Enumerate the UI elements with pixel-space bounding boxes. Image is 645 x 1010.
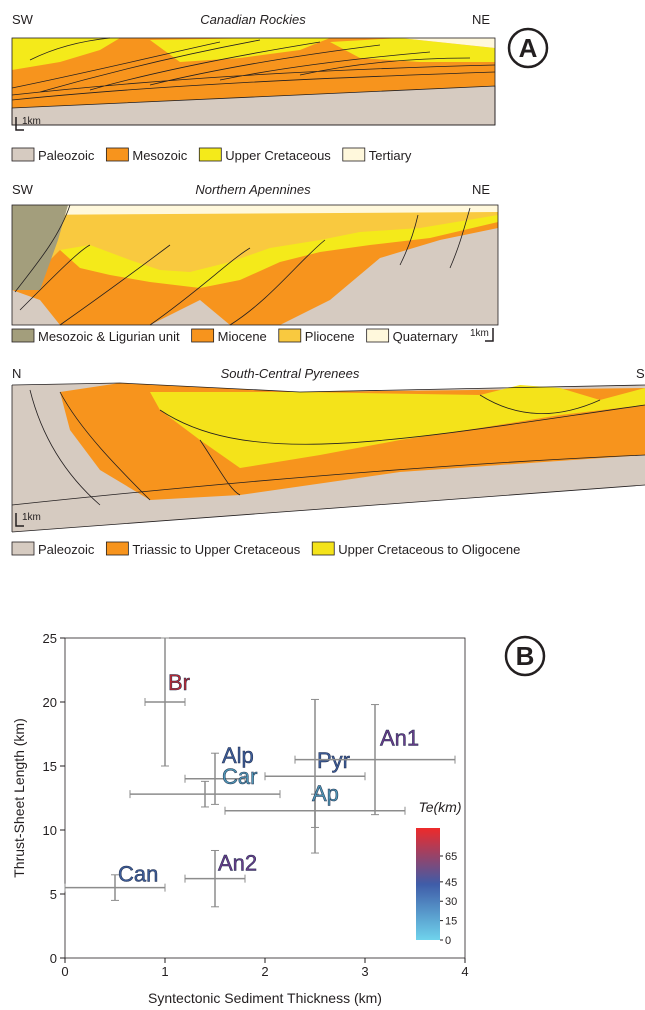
section-left: SW: [12, 182, 34, 197]
legend-swatch: [12, 148, 34, 161]
legend-swatch: [199, 148, 221, 161]
legend-label: Triassic to Upper Cretaceous: [132, 542, 300, 557]
legend-label: Paleozoic: [38, 542, 95, 557]
point-label: Ap: [312, 781, 339, 806]
legend-label: Upper Cretaceous to Oligocene: [338, 542, 520, 557]
colorbar: [416, 828, 440, 940]
section-right: NE: [472, 182, 490, 197]
x-tick-label: 3: [361, 964, 368, 979]
section-right: NE: [472, 12, 490, 27]
legend-label: Upper Cretaceous: [225, 148, 331, 163]
legend-label: Miocene: [218, 329, 267, 344]
figure: 1km 1km 1km Canadian Rockies SW NE North…: [0, 0, 645, 1010]
x-axis-title: Syntectonic Sediment Thickness (km): [148, 990, 382, 1006]
legend-swatch: [343, 148, 365, 161]
legend-label: Tertiary: [369, 148, 412, 163]
legend-label: Mesozoic & Ligurian unit: [38, 329, 180, 344]
x-tick-label: 0: [61, 964, 68, 979]
section-title: South-Central Pyrenees: [221, 366, 360, 381]
section-title: Canadian Rockies: [200, 12, 306, 27]
y-tick-label: 5: [50, 887, 57, 902]
panel-letter: A: [519, 33, 538, 63]
section-left: SW: [12, 12, 34, 27]
scale-label: 1km: [470, 328, 489, 339]
y-axis-title: Thrust-Sheet Length (km): [11, 718, 27, 878]
legend-swatch: [312, 542, 334, 555]
colorbar-tick-label: 30: [445, 896, 457, 908]
cross-section-2: [12, 205, 498, 325]
cross-section-3: [12, 383, 645, 532]
legend-swatch: [367, 329, 389, 342]
scale-label: 1km: [22, 512, 41, 523]
section-left: N: [12, 366, 21, 381]
panel-letter: B: [516, 641, 535, 671]
y-tick-label: 20: [43, 695, 57, 710]
y-tick-label: 10: [43, 823, 57, 838]
section-right: S: [636, 366, 645, 381]
x-tick-label: 1: [161, 964, 168, 979]
colorbar-title: Te(km): [418, 799, 461, 815]
x-tick-label: 2: [261, 964, 268, 979]
point-label: Pyr: [317, 748, 350, 773]
point-label: Can: [118, 862, 158, 887]
legend-label: Mesozoic: [132, 148, 187, 163]
colorbar-tick-label: 45: [445, 877, 457, 889]
colorbar-tick-label: 0: [445, 935, 451, 947]
section-title: Northern Apennines: [195, 182, 311, 197]
legend-label: Quaternary: [393, 329, 459, 344]
colorbar-tick-label: 65: [445, 851, 457, 863]
point-label: An1: [380, 726, 419, 751]
legend-swatch: [12, 542, 34, 555]
point-label: Car: [222, 764, 257, 789]
y-tick-label: 15: [43, 759, 57, 774]
legend-swatch: [279, 329, 301, 342]
point-label: Br: [168, 670, 190, 695]
colorbar-tick-label: 15: [445, 916, 457, 928]
legend-swatch: [192, 329, 214, 342]
legend-swatch: [106, 542, 128, 555]
x-tick-label: 4: [461, 964, 468, 979]
y-tick-label: 0: [50, 951, 57, 966]
page: 1km 1km 1km Canadian Rockies SW NE North…: [0, 0, 645, 1010]
scale-label: 1km: [22, 116, 41, 127]
cross-section-1: [12, 38, 495, 125]
legend-label: Pliocene: [305, 329, 355, 344]
legend-swatch: [12, 329, 34, 342]
y-tick-label: 25: [43, 631, 57, 646]
point-label: An2: [218, 851, 257, 876]
legend-label: Paleozoic: [38, 148, 95, 163]
legend-swatch: [106, 148, 128, 161]
plot-frame: [65, 638, 465, 958]
